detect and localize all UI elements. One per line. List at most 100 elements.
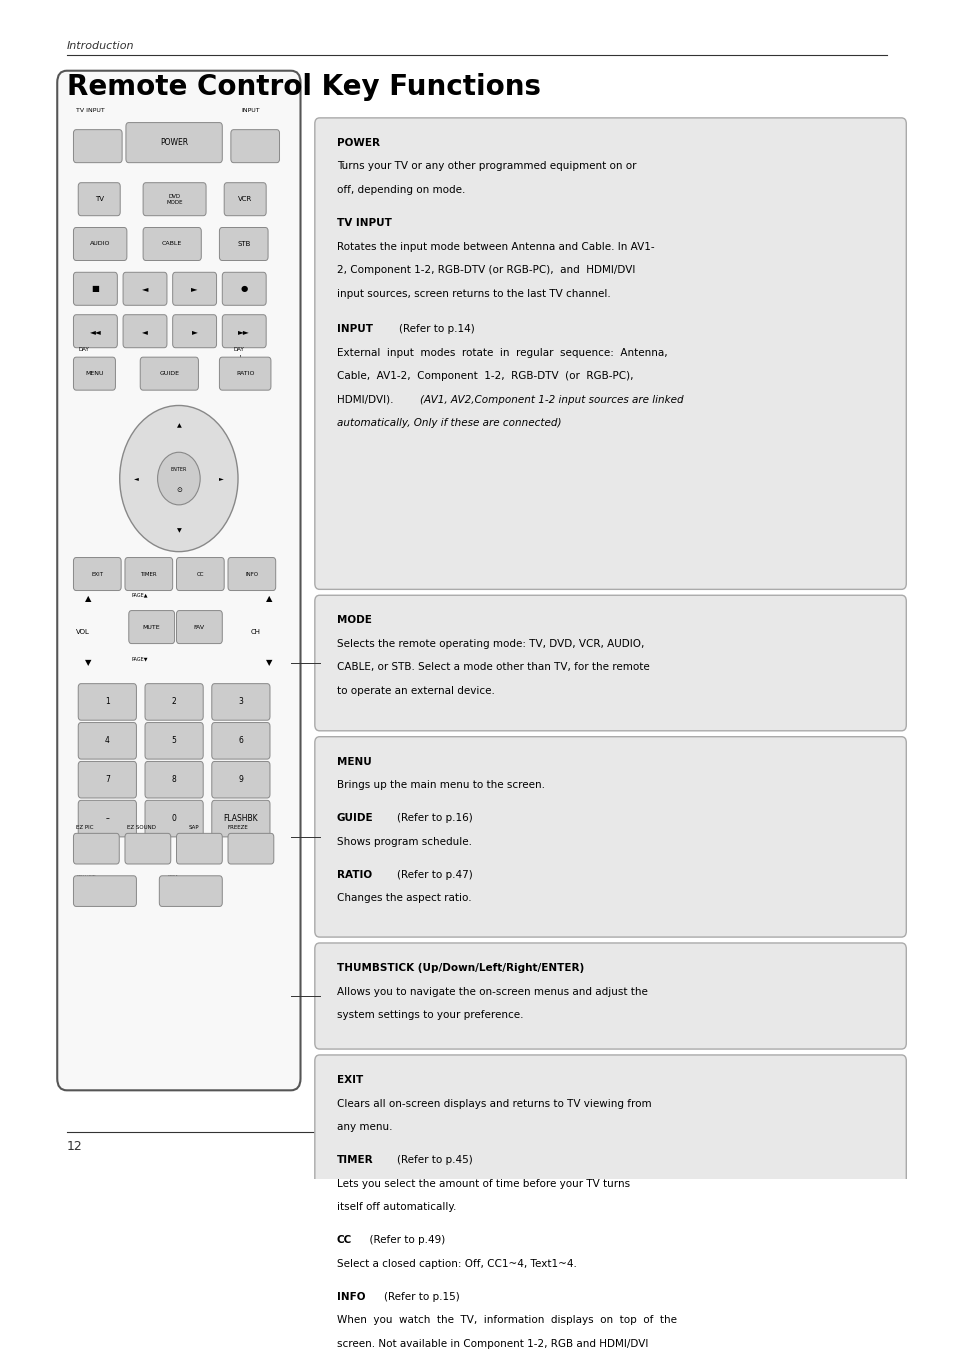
Text: ►: ► — [192, 284, 197, 293]
Text: Selects the remote operating mode: TV, DVD, VCR, AUDIO,: Selects the remote operating mode: TV, D… — [336, 639, 643, 648]
Text: ▼: ▼ — [176, 528, 181, 534]
Text: ▲: ▲ — [176, 423, 181, 428]
FancyBboxPatch shape — [73, 130, 122, 162]
Text: SAP: SAP — [189, 824, 199, 830]
Text: itself off automatically.: itself off automatically. — [336, 1202, 456, 1212]
Text: HDMI/DVI).: HDMI/DVI). — [336, 394, 396, 405]
FancyBboxPatch shape — [314, 736, 905, 938]
Text: TV: TV — [94, 196, 104, 203]
Text: VCR: VCR — [238, 196, 252, 203]
FancyBboxPatch shape — [212, 800, 270, 836]
Text: any menu.: any menu. — [336, 1123, 392, 1132]
Text: TIMER: TIMER — [336, 1155, 373, 1165]
FancyBboxPatch shape — [73, 315, 117, 347]
Text: system settings to your preference.: system settings to your preference. — [336, 1011, 522, 1020]
Text: (Refer to p.14): (Refer to p.14) — [398, 324, 474, 334]
Text: 7: 7 — [105, 775, 110, 784]
Text: External  input  modes  rotate  in  regular  sequence:  Antenna,: External input modes rotate in regular s… — [336, 347, 667, 358]
FancyBboxPatch shape — [314, 596, 905, 731]
Text: (Refer to p.49): (Refer to p.49) — [363, 1235, 445, 1246]
Text: THUMBSTICK (Up/Down/Left/Right/ENTER): THUMBSTICK (Up/Down/Left/Right/ENTER) — [336, 963, 583, 973]
Text: ▲: ▲ — [266, 594, 272, 603]
Text: ■: ■ — [91, 284, 99, 293]
FancyBboxPatch shape — [73, 558, 121, 590]
Text: INPUT: INPUT — [241, 108, 260, 113]
FancyBboxPatch shape — [145, 762, 203, 798]
Text: Shows program schedule.: Shows program schedule. — [336, 836, 472, 847]
FancyBboxPatch shape — [145, 800, 203, 836]
Text: TV INPUT: TV INPUT — [336, 218, 392, 228]
Text: Cable,  AV1-2,  Component  1-2,  RGB-DTV  (or  RGB-PC),: Cable, AV1-2, Component 1-2, RGB-DTV (or… — [336, 372, 633, 381]
Text: POWER: POWER — [160, 138, 188, 147]
Text: (Refer to p.45): (Refer to p.45) — [396, 1155, 472, 1165]
Text: EXIT: EXIT — [91, 571, 103, 577]
Text: ▼: ▼ — [266, 658, 272, 667]
FancyBboxPatch shape — [231, 130, 279, 162]
FancyBboxPatch shape — [212, 684, 270, 720]
Circle shape — [119, 405, 237, 551]
Text: CABLE, or STB. Select a mode other than TV, for the remote: CABLE, or STB. Select a mode other than … — [336, 662, 649, 673]
FancyBboxPatch shape — [143, 182, 206, 216]
Text: DAY: DAY — [233, 347, 244, 353]
FancyBboxPatch shape — [78, 182, 120, 216]
Text: input sources, screen returns to the last TV channel.: input sources, screen returns to the las… — [336, 289, 610, 299]
Text: ►: ► — [219, 476, 224, 481]
FancyBboxPatch shape — [176, 834, 222, 865]
Text: ◄: ◄ — [133, 476, 138, 481]
Text: EXIT: EXIT — [336, 1075, 363, 1085]
Text: (Refer to p.16): (Refer to p.16) — [396, 813, 472, 823]
Text: 6: 6 — [238, 736, 243, 746]
Text: 3: 3 — [238, 697, 243, 707]
Text: 4: 4 — [105, 736, 110, 746]
Text: FLASHBK: FLASHBK — [223, 815, 258, 823]
Text: ◄: ◄ — [142, 327, 148, 335]
FancyBboxPatch shape — [73, 273, 117, 305]
Text: Introduction: Introduction — [67, 42, 134, 51]
Text: screen. Not available in Component 1-2, RGB and HDMI/DVI: screen. Not available in Component 1-2, … — [336, 1339, 647, 1350]
Text: Lets you select the amount of time before your TV turns: Lets you select the amount of time befor… — [336, 1178, 629, 1189]
FancyBboxPatch shape — [143, 227, 201, 261]
Text: Rotates the input mode between Antenna and Cable. In AV1-: Rotates the input mode between Antenna a… — [336, 242, 654, 251]
Text: off, depending on mode.: off, depending on mode. — [336, 185, 465, 195]
FancyBboxPatch shape — [159, 875, 222, 907]
Text: PAGE▲: PAGE▲ — [132, 593, 148, 597]
FancyBboxPatch shape — [125, 558, 172, 590]
Text: GUIDE: GUIDE — [336, 813, 373, 823]
FancyBboxPatch shape — [228, 834, 274, 865]
Text: Remote Control Key Functions: Remote Control Key Functions — [67, 73, 540, 101]
Text: 2: 2 — [172, 697, 176, 707]
Text: GUIDE: GUIDE — [159, 372, 179, 376]
FancyBboxPatch shape — [145, 723, 203, 759]
FancyBboxPatch shape — [314, 1055, 905, 1351]
FancyBboxPatch shape — [172, 273, 216, 305]
Text: RATIO: RATIO — [235, 372, 254, 376]
FancyBboxPatch shape — [73, 875, 136, 907]
Text: Brings up the main menu to the screen.: Brings up the main menu to the screen. — [336, 781, 544, 790]
Text: automatically, Only if these are connected): automatically, Only if these are connect… — [336, 419, 560, 428]
FancyBboxPatch shape — [123, 315, 167, 347]
Circle shape — [157, 453, 200, 505]
Text: 1: 1 — [105, 697, 110, 707]
Text: ADJUST: ADJUST — [76, 875, 96, 881]
Text: 0: 0 — [172, 815, 176, 823]
Text: When  you  watch  the  TV,  information  displays  on  top  of  the: When you watch the TV, information displ… — [336, 1316, 676, 1325]
FancyBboxPatch shape — [78, 723, 136, 759]
FancyBboxPatch shape — [212, 723, 270, 759]
Text: ►: ► — [192, 327, 197, 335]
FancyBboxPatch shape — [172, 315, 216, 347]
Text: to operate an external device.: to operate an external device. — [336, 686, 494, 696]
Text: PAGE▼: PAGE▼ — [132, 657, 148, 661]
FancyBboxPatch shape — [222, 315, 266, 347]
FancyBboxPatch shape — [222, 273, 266, 305]
FancyBboxPatch shape — [140, 357, 198, 390]
Text: 8: 8 — [172, 775, 176, 784]
Text: Allows you to navigate the on-screen menus and adjust the: Allows you to navigate the on-screen men… — [336, 986, 647, 997]
Text: INPUT: INPUT — [336, 324, 373, 334]
Text: ⊙: ⊙ — [175, 488, 182, 493]
FancyBboxPatch shape — [176, 558, 224, 590]
Text: ENTER: ENTER — [171, 466, 187, 471]
Text: VOL: VOL — [76, 628, 91, 635]
Text: (Refer to p.15): (Refer to p.15) — [384, 1292, 459, 1302]
FancyBboxPatch shape — [78, 684, 136, 720]
Text: ●: ● — [240, 284, 248, 293]
